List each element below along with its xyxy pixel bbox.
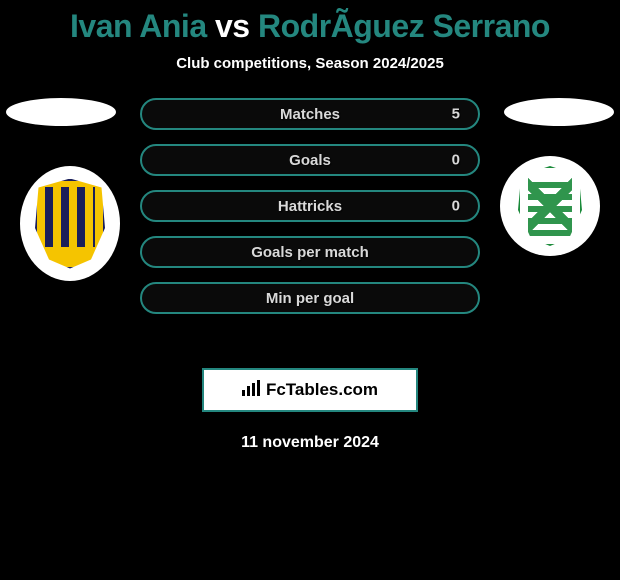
stat-value: 5: [452, 106, 460, 123]
stats-stage: Matches 5 Goals 0 Hattricks 0 Goals per …: [0, 98, 620, 358]
title-vs: vs: [215, 8, 250, 44]
decor-ellipse-right: [504, 98, 614, 126]
stat-row-min-per-goal: Min per goal: [140, 282, 480, 314]
stat-value: 0: [452, 198, 460, 215]
subtitle: Club competitions, Season 2024/2025: [0, 55, 620, 72]
stat-label: Goals per match: [251, 244, 369, 261]
date-text: 11 november 2024: [0, 434, 620, 452]
stat-value: 0: [452, 152, 460, 169]
crest-icon-right: [518, 166, 582, 246]
decor-ellipse-left: [6, 98, 116, 126]
stat-row-hattricks: Hattricks 0: [140, 190, 480, 222]
brand-box: FcTables.com: [202, 368, 418, 412]
comparison-card: Ivan Ania vs RodrÃ­guez Serrano Club com…: [0, 0, 620, 452]
title-left: Ivan Ania: [70, 8, 207, 44]
stat-row-goals-per-match: Goals per match: [140, 236, 480, 268]
stat-row-goals: Goals 0: [140, 144, 480, 176]
stat-label: Matches: [280, 106, 340, 123]
title-right: RodrÃ­guez Serrano: [258, 8, 550, 44]
stat-label: Hattricks: [278, 198, 342, 215]
stat-label: Goals: [289, 152, 331, 169]
stat-row-matches: Matches 5: [140, 98, 480, 130]
team-badge-left: [20, 166, 120, 281]
crest-icon-left: [35, 179, 105, 269]
stat-label: Min per goal: [266, 290, 354, 307]
chart-icon: [242, 380, 262, 401]
brand-text: FcTables.com: [266, 380, 378, 400]
page-title: Ivan Ania vs RodrÃ­guez Serrano: [0, 8, 620, 45]
team-badge-right: [500, 156, 600, 256]
stat-bars: Matches 5 Goals 0 Hattricks 0 Goals per …: [140, 98, 480, 314]
